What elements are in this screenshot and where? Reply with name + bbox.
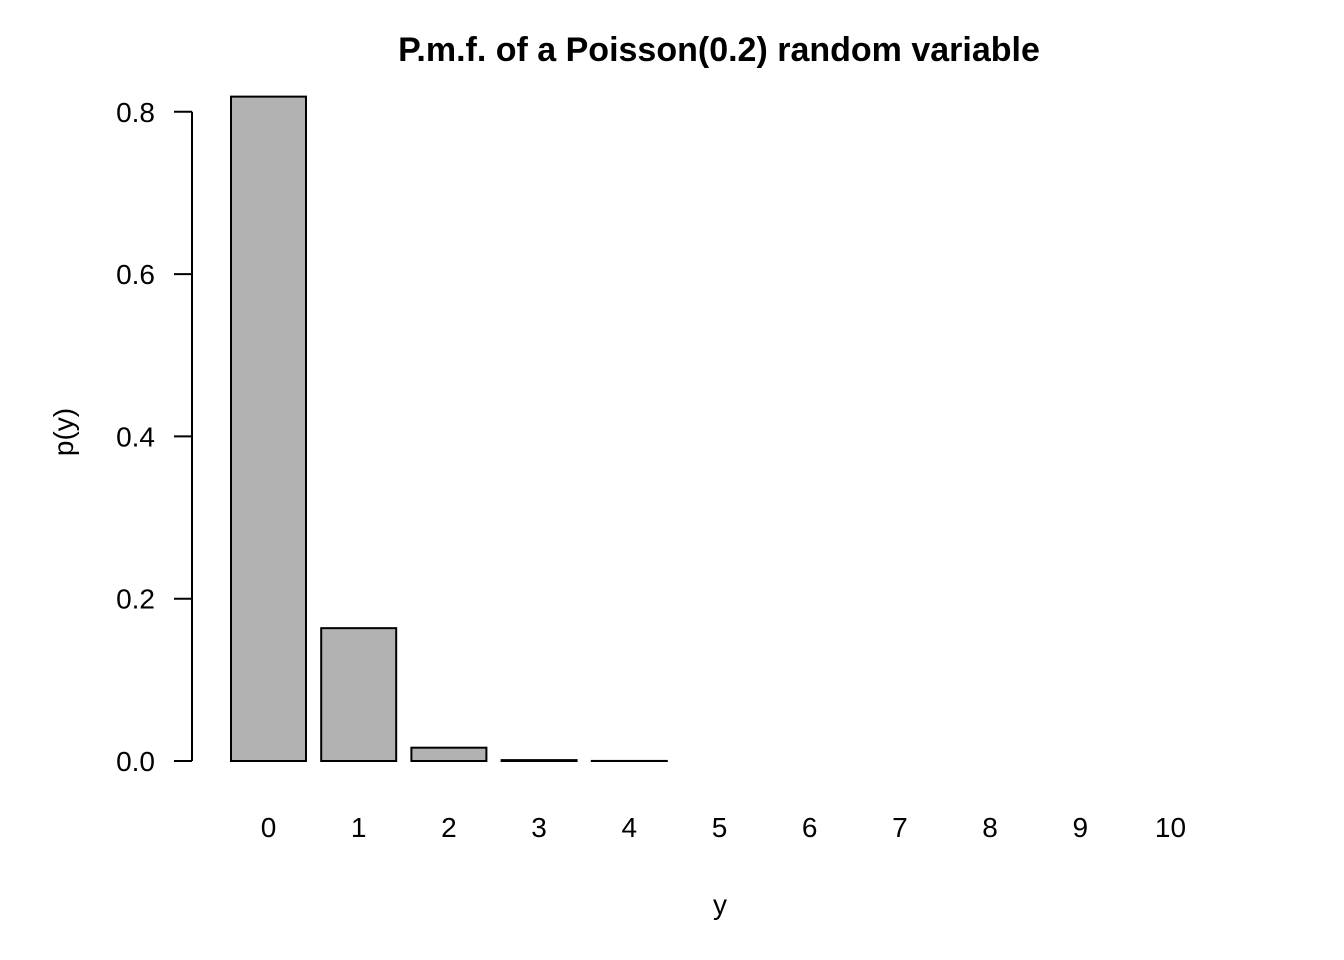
x-axis-tick-label: 5 (712, 812, 728, 843)
y-axis-tick-label: 0.6 (116, 259, 155, 290)
chart-title: P.m.f. of a Poisson(0.2) random variable (398, 31, 1040, 69)
x-axis-tick-label: 7 (892, 812, 908, 843)
bar (320, 627, 398, 763)
y-axis-label: p(y) (48, 408, 79, 456)
y-axis: 0.0 0.2 0.4 0.6 0.8 (116, 97, 193, 777)
x-axis-tick-label: 1 (351, 812, 367, 843)
bar (410, 746, 488, 763)
y-axis-tick-label: 0.4 (116, 421, 155, 452)
x-axis-tick-label: 10 (1155, 812, 1186, 843)
x-axis-tick-labels: 0 1 2 3 4 5 6 7 8 9 10 (261, 812, 1186, 843)
x-axis-tick-label: 9 (1073, 812, 1089, 843)
x-axis-label: y (713, 889, 727, 920)
bar (500, 759, 578, 763)
x-axis-tick-label: 4 (622, 812, 638, 843)
y-axis-tick-label: 0.2 (116, 584, 155, 615)
x-axis-tick-label: 8 (982, 812, 998, 843)
bar (230, 95, 307, 763)
y-axis-tick-label: 0.8 (116, 97, 155, 128)
x-axis-tick-label: 2 (441, 812, 457, 843)
x-axis-tick-label: 3 (531, 812, 547, 843)
bar-series (230, 95, 668, 763)
x-axis-tick-label: 0 (261, 812, 277, 843)
y-axis-tick-label: 0.0 (116, 746, 155, 777)
x-axis-tick-label: 6 (802, 812, 818, 843)
